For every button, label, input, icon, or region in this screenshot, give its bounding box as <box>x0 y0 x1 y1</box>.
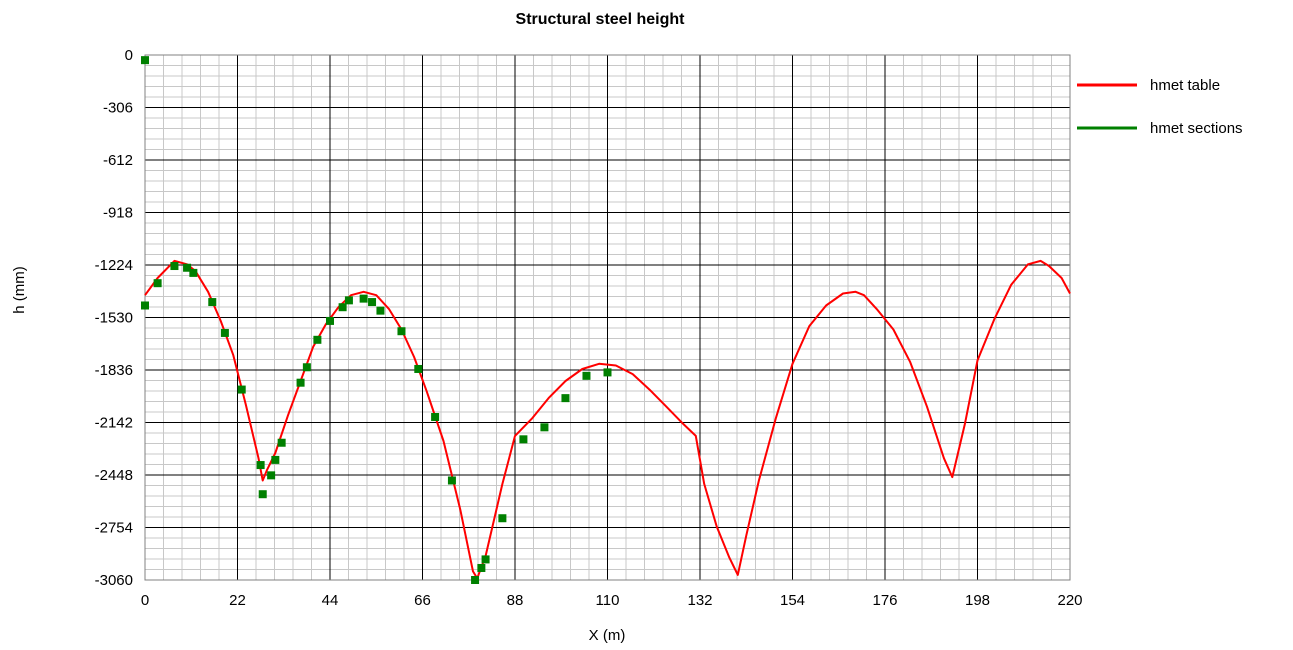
data-point-hmet-sections <box>498 514 507 523</box>
data-point-hmet-sections <box>414 364 423 373</box>
data-point-hmet-sections <box>141 56 149 65</box>
x-tick-label: 198 <box>965 592 990 609</box>
data-point-hmet-sections <box>481 555 490 564</box>
chart-title: Structural steel height <box>516 11 686 28</box>
x-tick-label: 110 <box>596 592 620 609</box>
x-tick-label: 220 <box>1057 592 1082 609</box>
data-point-hmet-sections <box>153 279 162 288</box>
data-point-hmet-sections <box>256 461 265 470</box>
legend-label-hmet-sections: hmet sections <box>1150 120 1243 137</box>
x-tick-label: 44 <box>322 592 339 609</box>
y-tick-label: 0 <box>125 47 133 64</box>
major-gridlines <box>145 55 1070 580</box>
data-point-hmet-sections <box>277 438 286 447</box>
y-tick-label: -1224 <box>95 257 133 274</box>
y-tick-label: -1530 <box>95 310 133 327</box>
legend-item-hmet-table: hmet table <box>1077 77 1220 94</box>
y-axis-tick-labels: 0 -306 -612 -918 -1224 -1530 -1836 -2142 -2448 -2… <box>95 47 133 589</box>
y-tick-label: -1836 <box>95 362 133 379</box>
legend: hmet table hmet sections <box>1077 77 1243 137</box>
data-point-hmet-sections <box>170 262 179 271</box>
data-point-hmet-sections <box>189 268 198 277</box>
legend-label-hmet-table: hmet table <box>1150 77 1220 94</box>
data-point-hmet-sections <box>344 296 353 305</box>
x-axis-tick-labels: 0 22 44 66 88 110 132 154 176 198 220 <box>141 592 1083 609</box>
data-point-hmet-sections <box>258 490 267 499</box>
y-tick-label: -2448 <box>95 467 133 484</box>
x-axis-label: X (m) <box>589 627 626 644</box>
data-point-hmet-sections <box>237 385 246 394</box>
data-point-hmet-sections <box>477 563 486 572</box>
data-point-hmet-sections <box>326 316 334 325</box>
data-point-hmet-sections <box>540 423 549 432</box>
y-tick-label: -612 <box>103 152 133 169</box>
plot-area-border <box>144 54 1071 581</box>
y-axis-label: h (mm) <box>11 266 28 314</box>
data-point-hmet-sections <box>519 435 528 444</box>
data-point-hmet-sections <box>471 576 480 584</box>
y-tick-label: -306 <box>103 100 133 117</box>
data-point-hmet-sections <box>603 368 612 377</box>
data-point-hmet-sections <box>271 455 280 464</box>
data-point-hmet-sections <box>376 306 385 315</box>
data-point-hmet-sections <box>141 301 149 310</box>
data-point-hmet-sections <box>313 335 322 344</box>
data-point-hmet-sections <box>561 394 570 403</box>
x-tick-label: 132 <box>687 592 712 609</box>
data-point-hmet-sections <box>338 303 347 312</box>
y-tick-label: -2754 <box>95 520 133 537</box>
data-point-hmet-sections <box>447 476 456 485</box>
data-point-hmet-sections <box>296 378 305 387</box>
x-tick-label: 154 <box>780 592 805 609</box>
data-point-hmet-sections <box>359 294 368 303</box>
data-point-hmet-sections <box>208 298 217 307</box>
x-tick-label: 66 <box>414 592 431 609</box>
x-tick-label: 22 <box>229 592 246 609</box>
x-tick-label: 88 <box>507 592 524 609</box>
data-point-hmet-sections <box>582 371 591 380</box>
data-point-hmet-sections <box>220 328 229 337</box>
y-tick-label: -918 <box>103 205 133 222</box>
legend-item-hmet-sections: hmet sections <box>1077 120 1243 137</box>
y-tick-label: -3060 <box>95 572 133 589</box>
y-tick-label: -2142 <box>95 415 133 432</box>
x-tick-label: 0 <box>141 592 149 609</box>
x-tick-label: 176 <box>872 592 897 609</box>
data-point-hmet-sections <box>267 471 276 480</box>
series-markers <box>141 56 612 584</box>
data-point-hmet-sections <box>302 363 311 372</box>
data-point-hmet-sections <box>431 413 440 422</box>
data-point-hmet-sections <box>397 327 406 336</box>
data-point-hmet-sections <box>368 298 377 307</box>
data-point-hmet-sections <box>183 263 192 272</box>
